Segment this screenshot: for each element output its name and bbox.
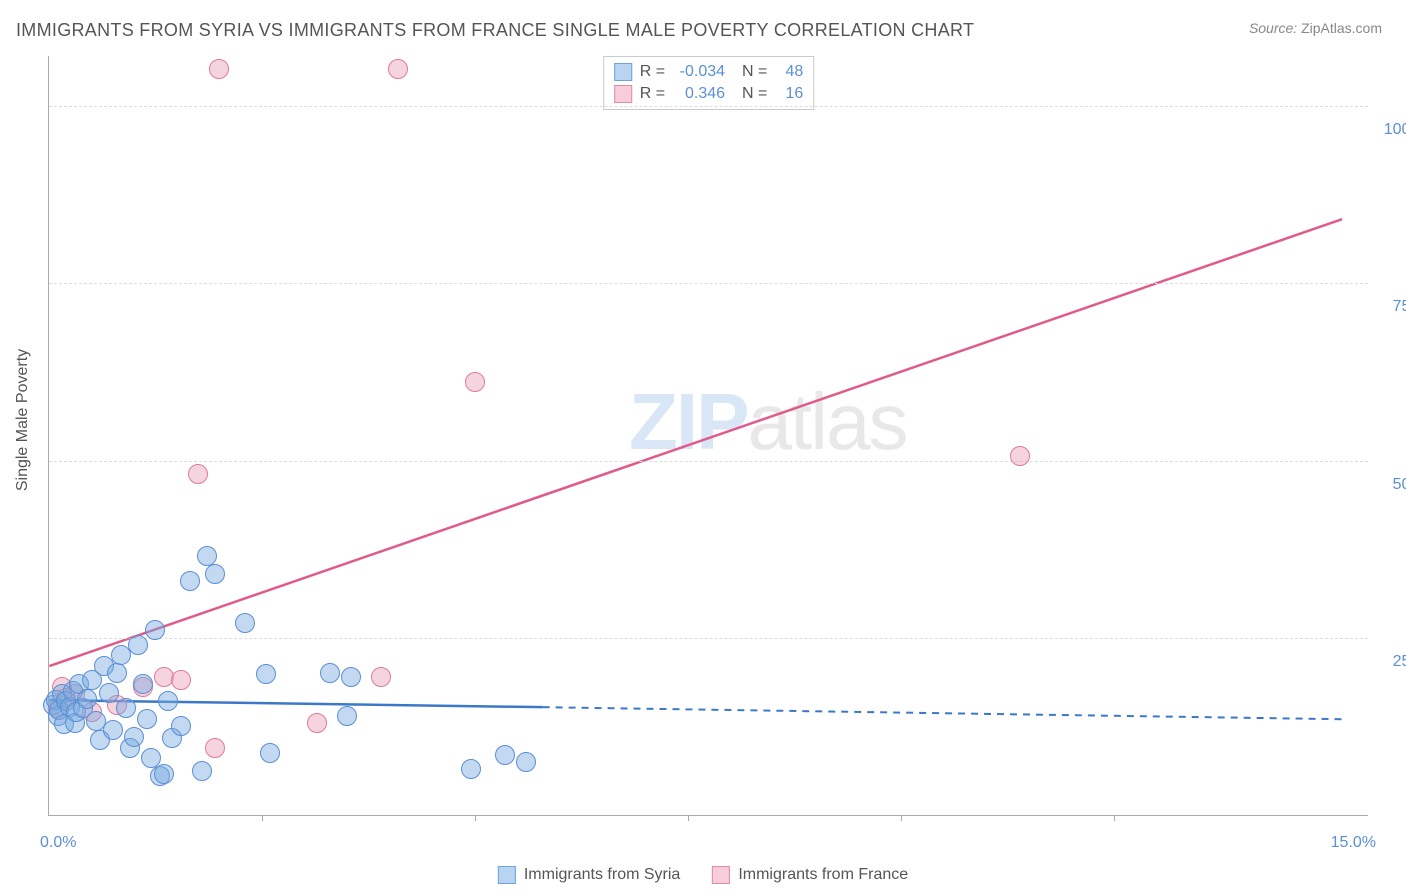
watermark: ZIPatlas <box>629 376 906 468</box>
scatter-point-syria <box>107 663 127 683</box>
y-tick-label: 100.0% <box>1378 121 1406 139</box>
scatter-point-syria <box>158 691 178 711</box>
scatter-point-syria <box>128 635 148 655</box>
legend-r-label: R = <box>640 61 665 83</box>
watermark-atlas: atlas <box>747 377 906 466</box>
trendlines-svg <box>49 56 1368 815</box>
legend-swatch <box>498 866 516 884</box>
scatter-point-syria <box>461 759 481 779</box>
x-tick <box>475 815 476 821</box>
scatter-point-syria <box>103 720 123 740</box>
y-tick-label: 50.0% <box>1378 476 1406 494</box>
legend-n-value: 48 <box>775 61 803 83</box>
source-name: ZipAtlas.com <box>1301 20 1382 36</box>
legend-n-label: N = <box>733 83 767 105</box>
legend-label: Immigrants from Syria <box>524 866 680 884</box>
scatter-point-syria <box>77 689 97 709</box>
gridline <box>49 638 1368 639</box>
chart-plot-area: ZIPatlas R = -0.034 N = 48R = 0.346 N = … <box>48 56 1368 816</box>
x-axis-max-label: 15.0% <box>1331 834 1376 852</box>
legend-label: Immigrants from France <box>738 866 908 884</box>
scatter-point-france <box>171 670 191 690</box>
scatter-point-france <box>307 713 327 733</box>
scatter-point-france <box>188 464 208 484</box>
legend-swatch <box>712 866 730 884</box>
chart-title: IMMIGRANTS FROM SYRIA VS IMMIGRANTS FROM… <box>16 20 974 41</box>
series-legend: Immigrants from Syria Immigrants from Fra… <box>498 866 908 884</box>
gridline <box>49 461 1368 462</box>
legend-item: Immigrants from Syria <box>498 866 680 884</box>
scatter-point-syria <box>495 745 515 765</box>
x-tick <box>262 815 263 821</box>
scatter-point-syria <box>256 664 276 684</box>
scatter-point-syria <box>341 667 361 687</box>
scatter-point-france <box>371 667 391 687</box>
legend-row: R = 0.346 N = 16 <box>614 83 804 105</box>
scatter-point-france <box>465 372 485 392</box>
scatter-point-syria <box>235 613 255 633</box>
scatter-point-syria <box>137 709 157 729</box>
scatter-point-syria <box>171 716 191 736</box>
scatter-point-france <box>209 59 229 79</box>
scatter-point-france <box>205 738 225 758</box>
x-axis-min-label: 0.0% <box>40 834 76 852</box>
scatter-point-syria <box>516 752 536 772</box>
scatter-point-france <box>388 59 408 79</box>
legend-swatch <box>614 63 632 81</box>
legend-n-value: 16 <box>775 83 803 105</box>
y-tick-label: 75.0% <box>1378 298 1406 316</box>
legend-row: R = -0.034 N = 48 <box>614 61 804 83</box>
scatter-point-syria <box>116 698 136 718</box>
source-citation: Source: ZipAtlas.com <box>1249 20 1382 36</box>
y-axis-title: Single Male Poverty <box>14 349 32 491</box>
y-tick-label: 25.0% <box>1378 653 1406 671</box>
watermark-zip: ZIP <box>629 377 747 466</box>
scatter-point-syria <box>124 727 144 747</box>
legend-item: Immigrants from France <box>712 866 908 884</box>
scatter-point-syria <box>180 571 200 591</box>
source-label: Source: <box>1249 20 1297 36</box>
scatter-point-syria <box>260 743 280 763</box>
scatter-point-syria <box>337 706 357 726</box>
x-tick <box>1114 815 1115 821</box>
scatter-point-syria <box>133 674 153 694</box>
scatter-point-syria <box>320 663 340 683</box>
scatter-point-syria <box>99 683 119 703</box>
legend-r-value: -0.034 <box>673 61 725 83</box>
gridline <box>49 283 1368 284</box>
scatter-point-france <box>1010 446 1030 466</box>
legend-r-value: 0.346 <box>673 83 725 105</box>
scatter-point-syria <box>145 620 165 640</box>
x-tick <box>688 815 689 821</box>
scatter-point-syria <box>205 564 225 584</box>
correlation-legend: R = -0.034 N = 48R = 0.346 N = 16 <box>603 56 815 110</box>
legend-swatch <box>614 85 632 103</box>
gridline <box>49 106 1368 107</box>
scatter-point-syria <box>154 764 174 784</box>
x-tick <box>901 815 902 821</box>
scatter-point-syria <box>192 761 212 781</box>
legend-r-label: R = <box>640 83 665 105</box>
legend-n-label: N = <box>733 61 767 83</box>
